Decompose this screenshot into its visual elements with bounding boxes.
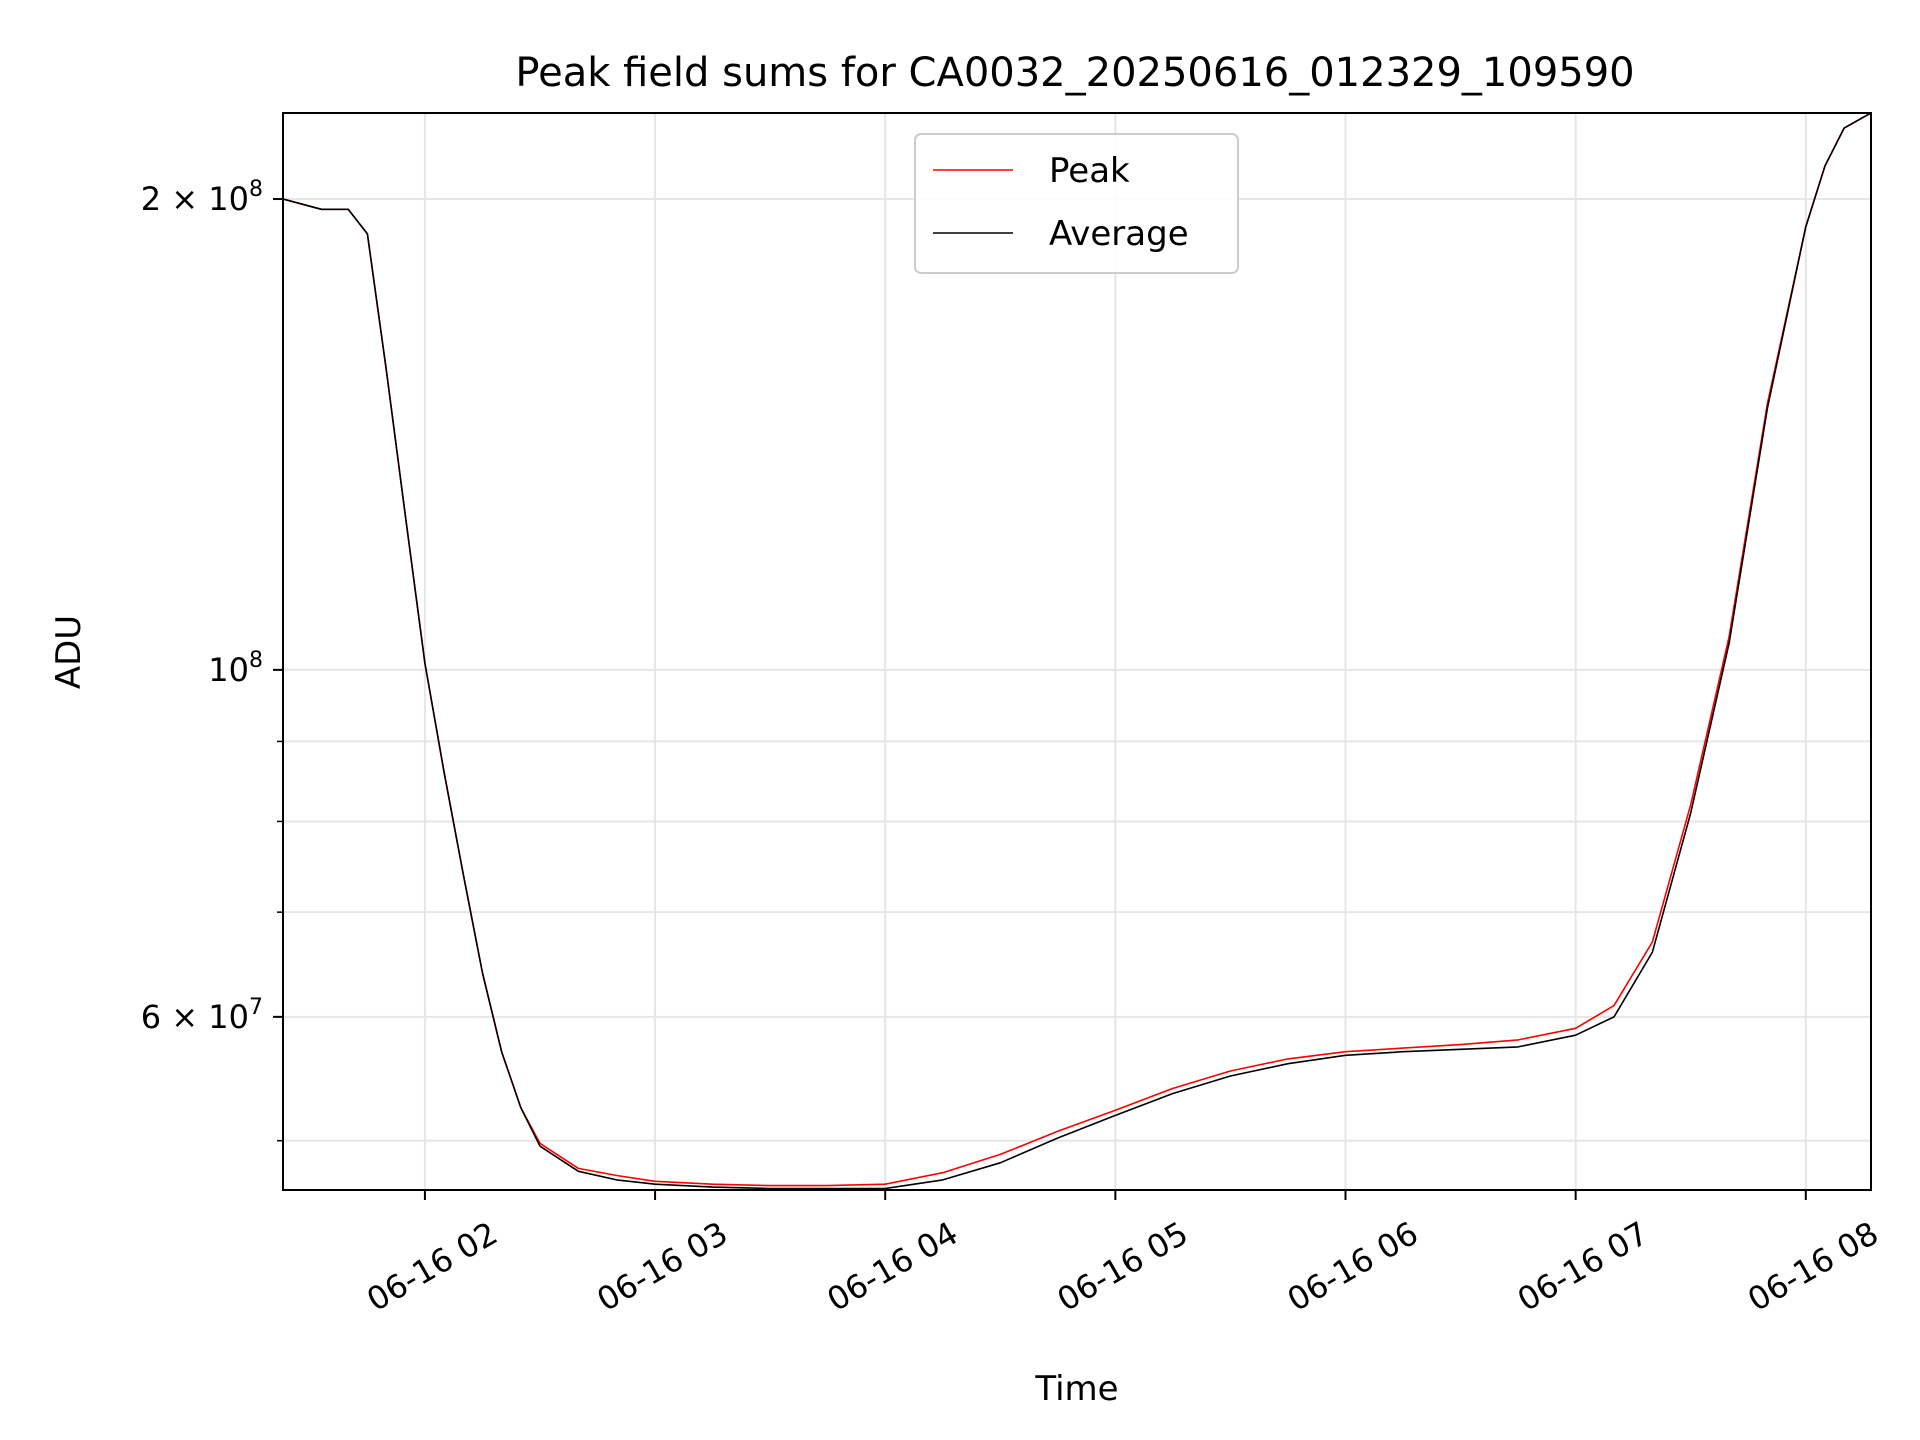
- legend-label-peak: Peak: [1049, 151, 1130, 191]
- x-axis-label: Time: [1034, 1369, 1118, 1409]
- y-tick-label: 108: [208, 648, 263, 689]
- y-tick-label: 6 × 107: [141, 995, 263, 1036]
- y-axis: 6 × 107 108 2 × 108: [141, 177, 283, 1142]
- chart-title: Peak field sums for CA0032_20250616_0123…: [515, 50, 1634, 96]
- plot-frame: [282, 112, 1872, 1191]
- y-axis-label: ADU: [49, 615, 89, 689]
- series-layer: [283, 113, 1871, 1190]
- y-tick-label: 2 × 108: [141, 177, 263, 218]
- legend-label-average: Average: [1049, 214, 1189, 254]
- legend: Peak Average: [914, 133, 1239, 274]
- legend-box: [914, 133, 1239, 274]
- series-line-average: [283, 113, 1871, 1190]
